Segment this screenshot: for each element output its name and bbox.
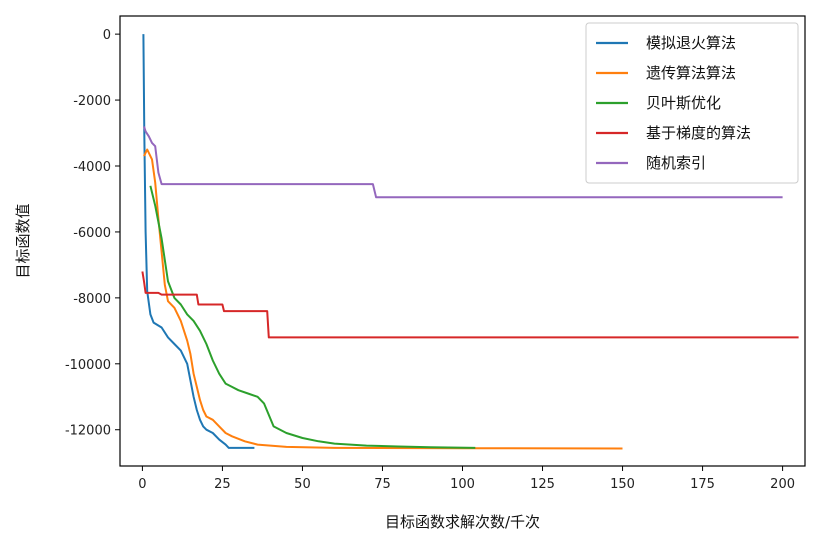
legend-box — [585, 22, 799, 184]
x-tick-label: 75 — [374, 477, 391, 492]
x-tick-label: 150 — [610, 477, 635, 492]
legend-entry: 遗传算法算法 — [646, 64, 736, 82]
x-tick-label: 125 — [530, 477, 555, 492]
y-tick-label: -2000 — [73, 94, 111, 109]
y-tick-label: -4000 — [73, 160, 111, 175]
series-line-5 — [143, 126, 783, 199]
y-axis-ticks: 0 -2000 -4000 -6000 -8000 -10000 -12000 — [65, 28, 120, 439]
x-axis-label: 目标函数求解次数/千次 — [385, 513, 540, 531]
legend-entry: 随机索引 — [646, 154, 706, 172]
x-tick-label: 200 — [770, 477, 795, 492]
y-tick-label: -8000 — [73, 292, 111, 307]
x-tick-label: 0 — [138, 477, 146, 492]
y-tick-label: -10000 — [65, 358, 111, 373]
y-tick-label: -12000 — [65, 424, 111, 439]
x-axis-ticks: 0 25 50 75 100 125 150 175 200 — [138, 466, 795, 492]
series-line-3 — [149, 185, 476, 449]
legend-entry: 贝叶斯优化 — [646, 94, 721, 112]
y-tick-label: 0 — [103, 28, 111, 43]
x-tick-label: 25 — [214, 477, 231, 492]
y-axis-label: 目标函数值 — [14, 203, 32, 278]
legend-entry: 模拟退火算法 — [646, 34, 736, 52]
plot-lines — [141, 34, 799, 450]
y-tick-label: -6000 — [73, 226, 111, 241]
x-tick-label: 175 — [690, 477, 715, 492]
x-tick-label: 50 — [294, 477, 311, 492]
legend-entry: 基于梯度的算法 — [646, 124, 751, 142]
series-line-1 — [142, 34, 255, 449]
series-line-4 — [141, 271, 799, 339]
x-tick-label: 100 — [450, 477, 475, 492]
